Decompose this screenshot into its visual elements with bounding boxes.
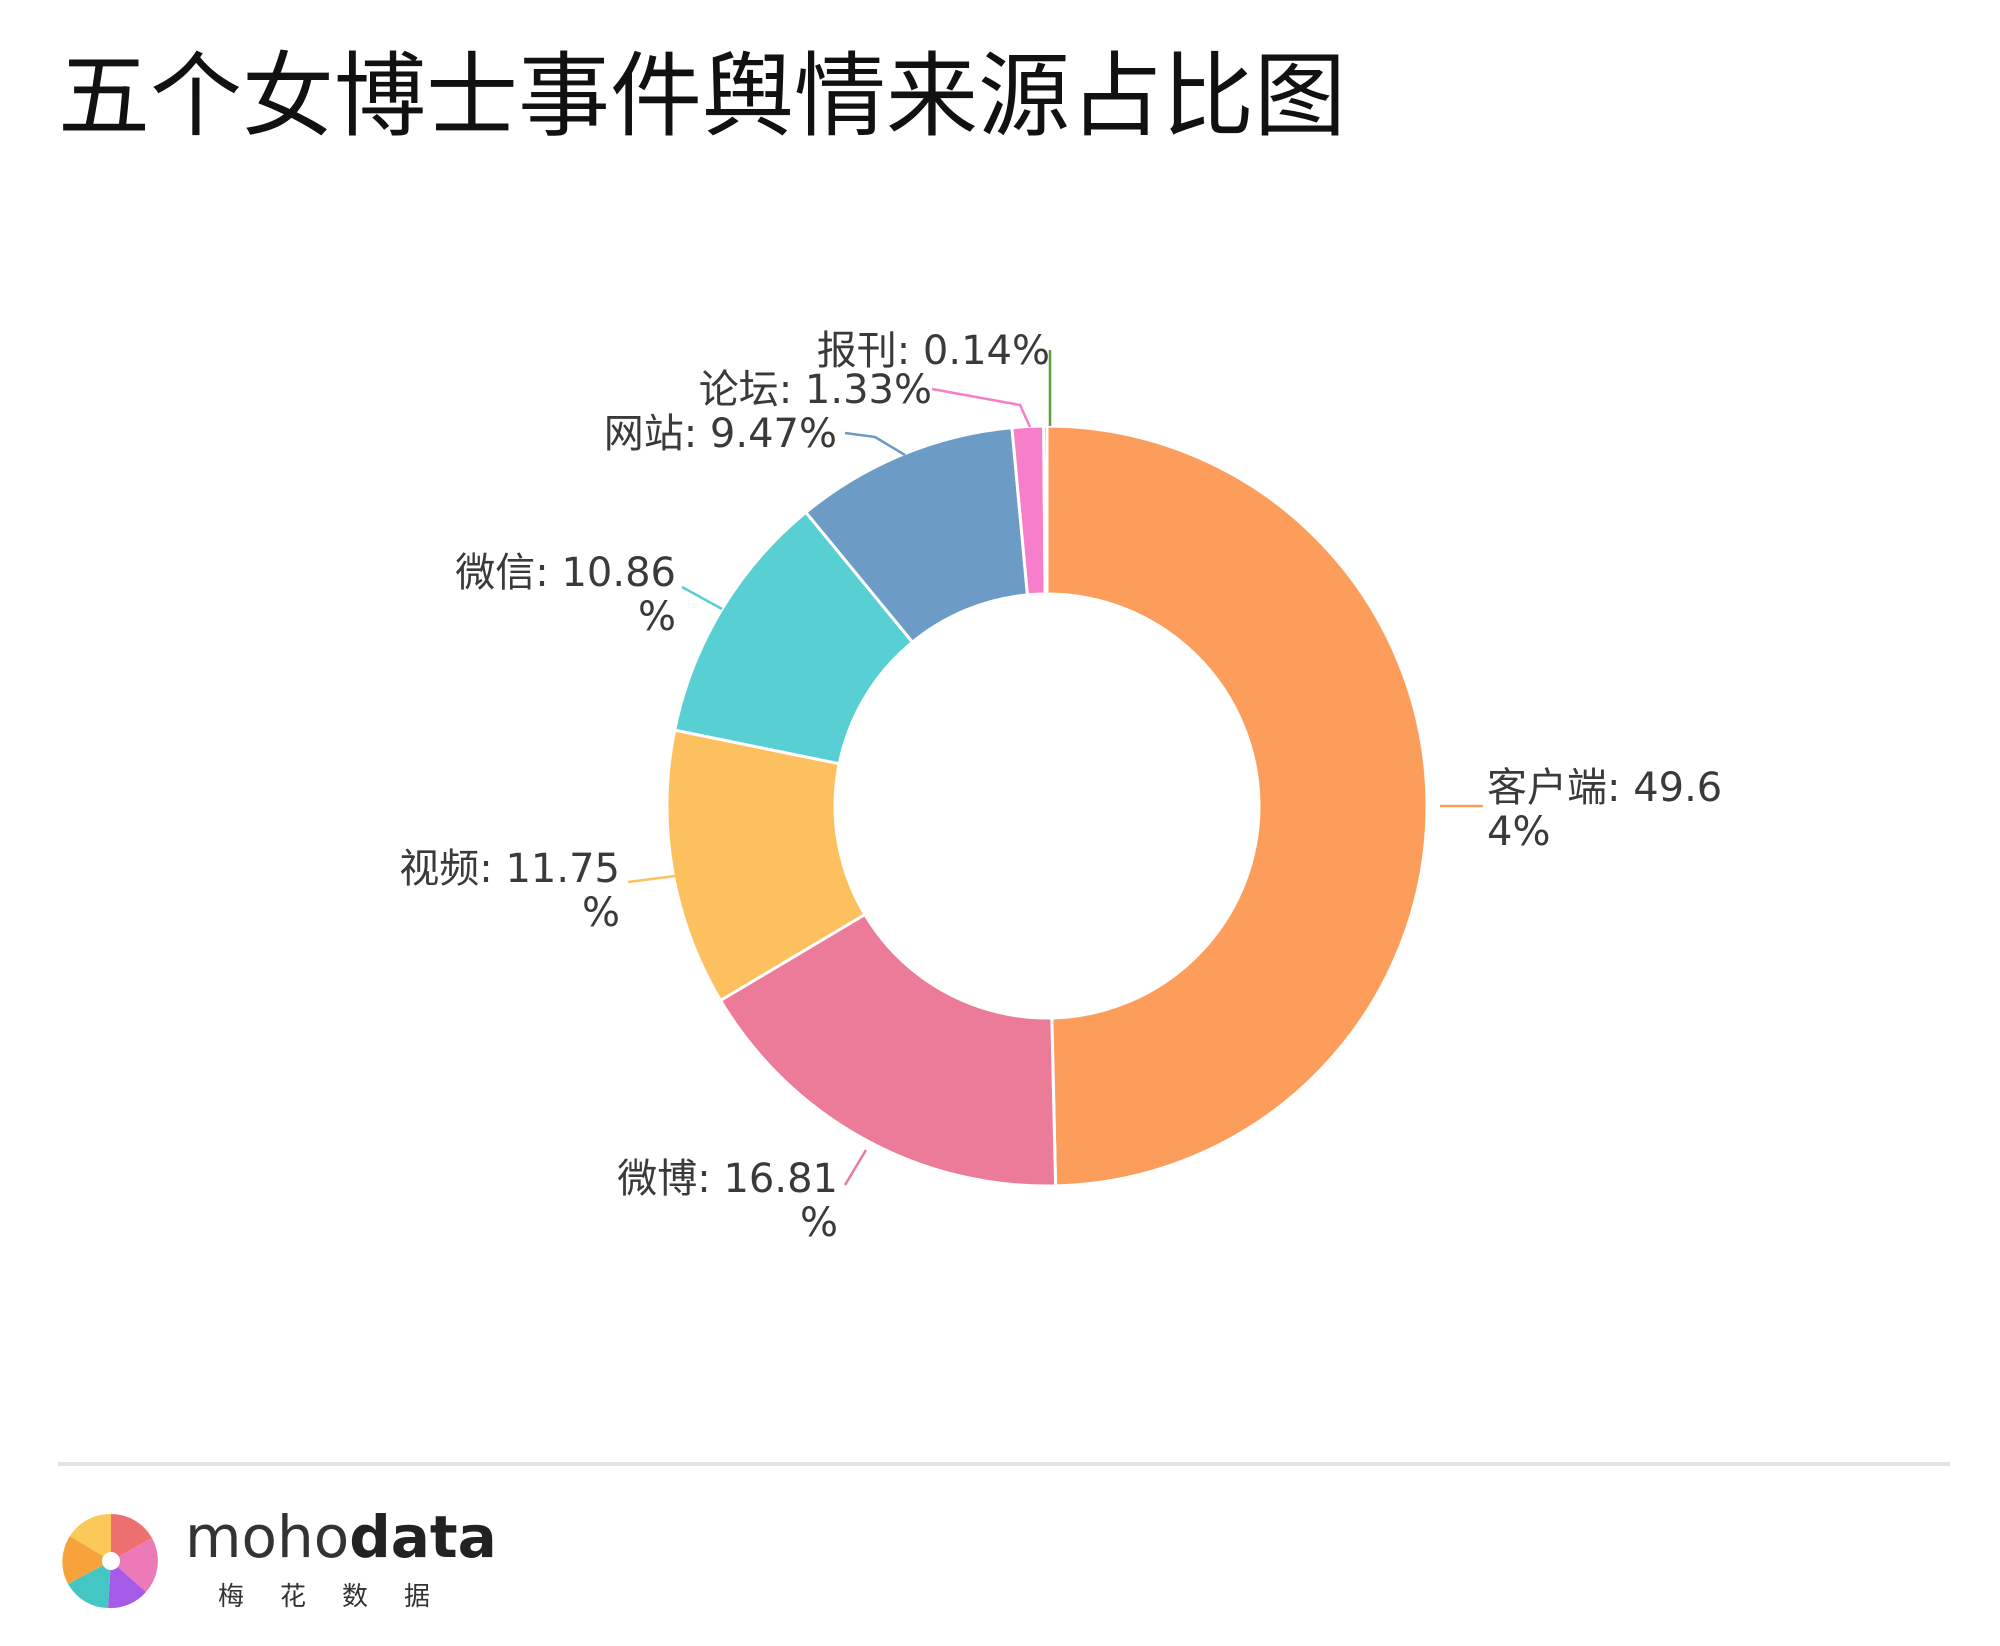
leader-line-4 xyxy=(844,431,906,457)
data-label-4: 网站: 9.47% xyxy=(604,411,837,457)
data-label-5: 论坛: 1.33% xyxy=(699,367,932,413)
brand-name-light: moho xyxy=(185,1503,350,1571)
data-label-line: 4% xyxy=(1487,809,1550,855)
data-label-line: 微信: 10.86 xyxy=(455,550,676,596)
brand-name-bold: data xyxy=(349,1503,497,1571)
data-label-0: 客户端: 49.6 4% xyxy=(1487,765,1722,855)
slice-2 xyxy=(665,728,867,1003)
data-label-line: 视频: 11.75 xyxy=(399,846,620,892)
data-label-line: % xyxy=(582,890,620,936)
leader-line-3 xyxy=(681,585,723,611)
donut-chart: 客户端: 49.6 4%微博: 16.81 %视频: 11.75 %微信: 10.86… xyxy=(399,328,1722,1246)
data-label-line: 论坛: 1.33% xyxy=(699,367,932,413)
footer-divider xyxy=(58,1462,1950,1466)
leader-line-1 xyxy=(843,1149,868,1186)
data-label-6: 报刊: 0.14% xyxy=(817,328,1050,374)
data-label-line: 微博: 16.81 xyxy=(617,1156,838,1202)
data-label-line: % xyxy=(638,594,676,640)
data-label-1: 微博: 16.81% xyxy=(617,1156,838,1246)
leader-line-2 xyxy=(627,874,676,884)
slice-1 xyxy=(718,912,1058,1188)
data-label-3: 微信: 10.86% xyxy=(455,550,676,640)
data-label-line: 报刊: 0.14% xyxy=(817,328,1050,374)
mohodata-logo-icon xyxy=(62,1513,158,1609)
data-label-line: 网站: 9.47% xyxy=(604,411,837,457)
slice-0 xyxy=(1045,424,1429,1188)
brand-subtitle: 梅花数据 xyxy=(218,1582,467,1612)
slice-6 xyxy=(1042,424,1049,596)
data-label-line: % xyxy=(800,1200,838,1246)
leader-line-5 xyxy=(931,387,1032,428)
data-label-line: 客户端: 49.6 xyxy=(1487,765,1722,811)
brand-name: mohodata xyxy=(185,1508,497,1566)
data-label-2: 视频: 11.75% xyxy=(399,846,620,936)
chart-title: 五个女博士事件舆情来源占比图 xyxy=(58,43,1347,150)
